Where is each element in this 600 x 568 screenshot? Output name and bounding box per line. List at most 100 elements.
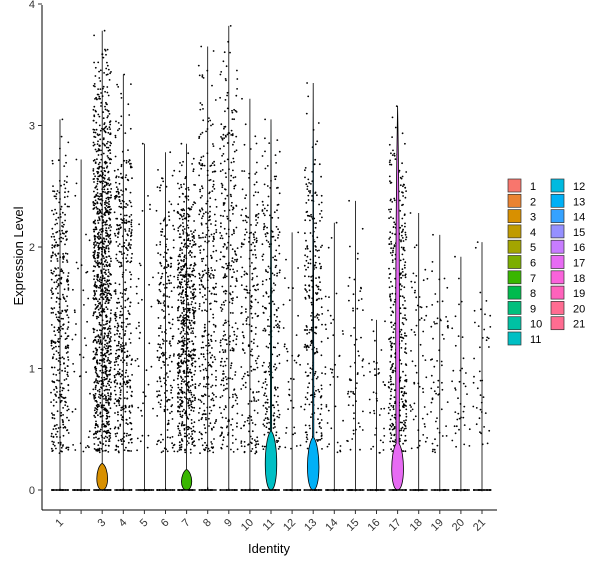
x-tick-label: 11 bbox=[261, 517, 278, 534]
x-tick-label: 21 bbox=[471, 517, 488, 534]
x-tick-label: 20 bbox=[450, 517, 467, 534]
legend-label: 13 bbox=[573, 196, 585, 208]
legend-item-13: 13 bbox=[550, 193, 585, 208]
x-tick-label: 6 bbox=[159, 517, 172, 530]
violin-9 bbox=[228, 25, 230, 491]
x-tick-label: 17 bbox=[387, 517, 404, 534]
y-tick-label: 3 bbox=[29, 121, 35, 133]
legend-label: 19 bbox=[573, 288, 585, 300]
legend-key bbox=[507, 301, 522, 315]
legend-item-3: 3 bbox=[507, 209, 536, 224]
violins bbox=[51, 25, 491, 492]
legend-label: 3 bbox=[530, 212, 536, 224]
legend-item-6: 6 bbox=[507, 255, 536, 270]
x-axis-title: Identity bbox=[248, 541, 290, 556]
legend-item-10: 10 bbox=[507, 316, 542, 331]
x-tick-label: 18 bbox=[408, 517, 425, 534]
legend-key bbox=[507, 270, 522, 285]
y-tick-label: 4 bbox=[29, 0, 35, 11]
legend-label: 14 bbox=[573, 212, 585, 224]
legend-item-21: 21 bbox=[550, 316, 585, 331]
legend-label: 15 bbox=[573, 227, 585, 239]
legend-label: 16 bbox=[573, 242, 585, 254]
legend-item-12: 12 bbox=[550, 178, 585, 193]
x-tick-label: 13 bbox=[302, 517, 319, 534]
points-7 bbox=[176, 142, 197, 491]
legend-item-8: 8 bbox=[507, 285, 536, 300]
legend-label: 10 bbox=[530, 319, 542, 331]
x-tick-label: 5 bbox=[138, 517, 151, 530]
x-ticks: 1 3 4 5 6 7 8 9 10 11 12 13 14 15 16 17 18 19 20 21 bbox=[53, 510, 488, 534]
legend-item-9: 9 bbox=[507, 301, 536, 315]
legend-key bbox=[507, 285, 522, 300]
legend-label: 9 bbox=[530, 303, 536, 315]
legend-item-11: 11 bbox=[507, 331, 541, 346]
x-tick-label: 8 bbox=[201, 517, 214, 530]
violin-11 bbox=[264, 119, 278, 491]
points-17 bbox=[387, 105, 408, 491]
x-tick-label: 10 bbox=[239, 517, 256, 534]
legend-key bbox=[507, 316, 522, 331]
legend-label: 17 bbox=[573, 258, 585, 270]
y-tick-label: 0 bbox=[29, 485, 35, 497]
legend-label: 21 bbox=[573, 319, 585, 331]
legend-label: 20 bbox=[573, 303, 585, 315]
legend-label: 7 bbox=[530, 273, 536, 285]
legend-item-5: 5 bbox=[507, 239, 536, 254]
violin-1 bbox=[59, 119, 61, 491]
x-tick-label: 16 bbox=[365, 517, 382, 534]
violin-4 bbox=[122, 74, 125, 491]
violin-10 bbox=[249, 98, 251, 491]
legend-key bbox=[507, 193, 522, 208]
x-tick-label: 14 bbox=[323, 517, 340, 534]
legend-key bbox=[550, 285, 565, 300]
jitter-points bbox=[50, 25, 492, 491]
legend-item-2: 2 bbox=[507, 193, 536, 208]
legend-label: 11 bbox=[530, 334, 541, 346]
legend-key bbox=[507, 209, 522, 223]
points-10 bbox=[240, 97, 260, 491]
legend-key bbox=[507, 178, 522, 193]
points-5 bbox=[134, 142, 155, 491]
legend-label: 2 bbox=[530, 196, 536, 208]
violin-8 bbox=[206, 46, 209, 491]
legend-label: 8 bbox=[530, 288, 536, 300]
legend-key bbox=[507, 331, 522, 346]
axes bbox=[41, 5, 497, 511]
legend-label: 12 bbox=[573, 181, 585, 193]
x-tick-label: 19 bbox=[429, 517, 446, 534]
legend-key bbox=[550, 209, 565, 223]
x-tick-label: 7 bbox=[180, 517, 193, 530]
x-tick-label: 3 bbox=[96, 517, 109, 530]
legend-item-19: 19 bbox=[550, 285, 585, 300]
legend-key bbox=[507, 224, 522, 239]
legend-item-1: 1 bbox=[507, 178, 536, 193]
legend-label: 4 bbox=[530, 227, 536, 239]
legend-key bbox=[550, 224, 565, 239]
x-tick-label: 4 bbox=[117, 517, 130, 530]
legend-label: 18 bbox=[573, 273, 585, 285]
x-tick-label: 15 bbox=[344, 517, 361, 534]
y-axis-title: Expression Level bbox=[11, 206, 26, 305]
points-1 bbox=[50, 118, 70, 491]
legend-item-20: 20 bbox=[550, 301, 585, 315]
legend-item-14: 14 bbox=[550, 209, 585, 224]
points-12 bbox=[282, 231, 302, 491]
points-4 bbox=[113, 73, 134, 491]
legend-key bbox=[550, 193, 565, 208]
points-8 bbox=[197, 45, 218, 491]
legend-label: 6 bbox=[530, 258, 536, 270]
points-2 bbox=[71, 158, 91, 491]
legend-key bbox=[550, 178, 565, 193]
y-tick-label: 1 bbox=[29, 364, 35, 376]
legend-key bbox=[507, 239, 522, 254]
legend-key bbox=[550, 316, 565, 331]
legend-key bbox=[550, 239, 565, 254]
points-3 bbox=[92, 29, 113, 491]
legend-key bbox=[550, 301, 565, 315]
legend-key bbox=[550, 270, 565, 285]
legend-item-18: 18 bbox=[550, 270, 585, 285]
x-tick-label: 12 bbox=[281, 517, 298, 534]
